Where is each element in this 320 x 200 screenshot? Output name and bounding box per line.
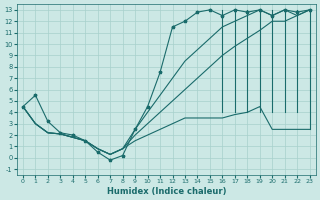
X-axis label: Humidex (Indice chaleur): Humidex (Indice chaleur): [107, 187, 226, 196]
